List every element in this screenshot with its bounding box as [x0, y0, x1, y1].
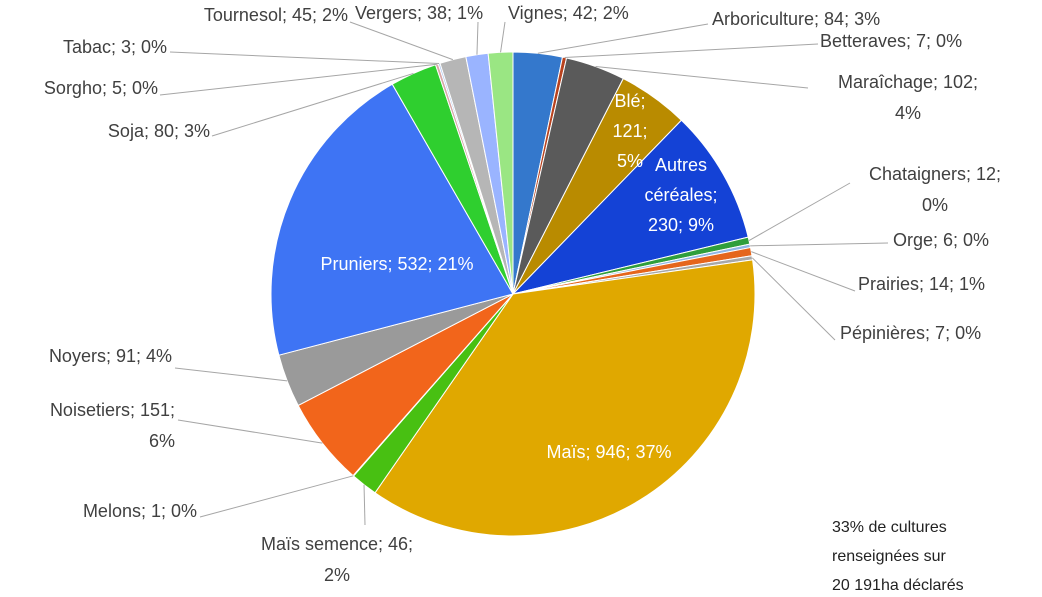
label-line: 230; 9%	[648, 215, 714, 235]
data-label: Tournesol; 45; 2%	[204, 5, 348, 25]
data-label: Autres céréales; 230; 9%	[644, 155, 717, 235]
data-label: Vignes; 42; 2%	[508, 3, 629, 23]
label-line: Soja; 80; 3%	[108, 121, 210, 141]
leader-line	[363, 484, 366, 526]
label-line: 4%	[895, 103, 921, 123]
annotation-line: 33% de cultures	[832, 519, 947, 536]
data-label: Tabac; 3; 0%	[63, 37, 167, 57]
label-line: Arboriculture; 84; 3%	[712, 9, 880, 29]
data-label: Noisetiers; 151; 6%	[50, 400, 175, 451]
data-label: Betteraves; 7; 0%	[820, 31, 962, 51]
data-label: Prairies; 14; 1%	[858, 274, 985, 294]
label-line: Vergers; 38; 1%	[355, 3, 483, 23]
leader-line	[174, 367, 288, 382]
data-label: Chataigners; 12; 0%	[869, 164, 1001, 215]
data-label: Noyers; 91; 4%	[49, 346, 172, 366]
leader-line	[750, 242, 889, 247]
annotation-line: 20 191ha déclarés	[832, 577, 964, 594]
data-label: Sorgho; 5; 0%	[44, 78, 158, 98]
leader-line	[500, 21, 506, 53]
slice: Pruniers	[270, 83, 514, 356]
label-line: Maraîchage; 102;	[838, 72, 978, 92]
label-line: Tournesol; 45; 2%	[204, 5, 348, 25]
data-label: Pruniers; 532; 21%	[320, 254, 473, 274]
leader-line	[751, 251, 856, 292]
data-label: Blé; 121; 5%	[612, 91, 647, 171]
label-line: Noisetiers; 151;	[50, 400, 175, 420]
annotation: 33% de cultures renseignées sur 20 191ha d…	[832, 519, 964, 594]
leader-line	[751, 257, 836, 341]
data-label: Melons; 1; 0%	[83, 501, 197, 521]
label-line: Maïs; 946; 37%	[546, 442, 671, 462]
label-line: Autres	[655, 155, 707, 175]
leader-line	[159, 63, 437, 96]
leader-line	[748, 182, 851, 242]
slices: ArboricultureBetteravesMaraîchageBléAutr…	[270, 51, 756, 537]
label-line: Melons; 1; 0%	[83, 501, 197, 521]
label-line: Prairies; 14; 1%	[858, 274, 985, 294]
leader-line	[211, 72, 414, 137]
label-line: Orge; 6; 0%	[893, 230, 989, 250]
leader-line	[169, 51, 440, 65]
label-line: céréales;	[644, 185, 717, 205]
data-label: Pépinières; 7; 0%	[840, 323, 981, 343]
label-line: Tabac; 3; 0%	[63, 37, 167, 57]
label-line: Pépinières; 7; 0%	[840, 323, 981, 343]
label-line: Chataigners; 12;	[869, 164, 1001, 184]
data-label: Soja; 80; 3%	[108, 121, 210, 141]
leader-line	[537, 23, 709, 54]
label-line: Sorgho; 5; 0%	[44, 78, 158, 98]
slice: Maïs	[374, 259, 756, 537]
label-line: 121;	[612, 121, 647, 141]
label-line: Pruniers; 532; 21%	[320, 254, 473, 274]
label-line: 2%	[324, 565, 350, 585]
data-label: Maraîchage; 102; 4%	[838, 72, 978, 123]
leader-line	[177, 419, 323, 444]
leader-line	[349, 21, 454, 61]
annotation-line: renseignées sur	[832, 548, 947, 565]
leader-line	[564, 43, 819, 59]
data-label: Orge; 6; 0%	[893, 230, 989, 250]
leader-line	[476, 21, 479, 55]
label-line: Maïs semence; 46;	[261, 534, 413, 554]
label-line: Noyers; 91; 4%	[49, 346, 172, 366]
labels: Arboriculture; 84; 3%Betteraves; 7; 0% Ma…	[44, 3, 1001, 585]
leader-line	[595, 66, 809, 89]
data-label: Vergers; 38; 1%	[355, 3, 483, 23]
label-line: 6%	[149, 431, 175, 451]
label-line: 0%	[922, 195, 948, 215]
label-line: Betteraves; 7; 0%	[820, 31, 962, 51]
slice: Autres céréales	[511, 119, 749, 295]
leader-line	[199, 475, 354, 518]
label-line: 5%	[617, 151, 643, 171]
label-line: Blé;	[614, 91, 645, 111]
label-line: Vignes; 42; 2%	[508, 3, 629, 23]
data-label: Maïs semence; 46; 2%	[261, 534, 413, 585]
data-label: Arboriculture; 84; 3%	[712, 9, 880, 29]
data-label: Maïs; 946; 37%	[546, 442, 671, 462]
